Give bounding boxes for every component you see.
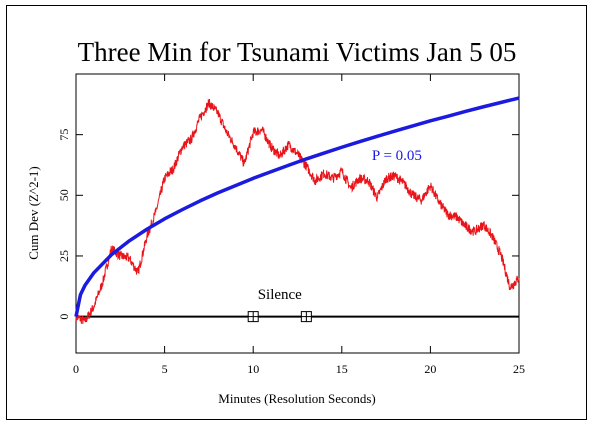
x-tick-label: 20 [424,362,436,376]
x-axis: 0 5 10 15 20 25 [73,74,525,376]
silence-marker [300,311,312,323]
chart-canvas: Three Min for Tsunami Victims Jan 5 05 0… [26,37,525,406]
p05-series [74,96,520,317]
y-tick-label: 75 [57,129,71,141]
silence-label: Silence [258,287,302,303]
y-tick-label: 25 [57,250,71,262]
chart-title: Three Min for Tsunami Victims Jan 5 05 [78,37,517,67]
cum-dev-series [75,98,520,325]
silence-markers [247,311,312,323]
x-axis-label: Minutes (Resolution Seconds) [218,391,375,406]
chart-frame: Three Min for Tsunami Victims Jan 5 05 0… [6,5,587,420]
series-layer [74,96,520,325]
x-tick-label: 0 [73,362,79,376]
y-axis-label: Cum Dev (Z^2-1) [26,166,41,259]
plot-area [75,73,520,354]
p-value-label: P = 0.05 [372,148,422,164]
x-tick-label: 10 [247,362,259,376]
x-tick-label: 5 [162,362,168,376]
x-tick-label: 25 [513,362,525,376]
x-tick-label: 15 [336,362,348,376]
silence-marker [247,311,259,323]
y-tick-label: 0 [57,314,71,320]
y-tick-label: 50 [57,189,71,201]
